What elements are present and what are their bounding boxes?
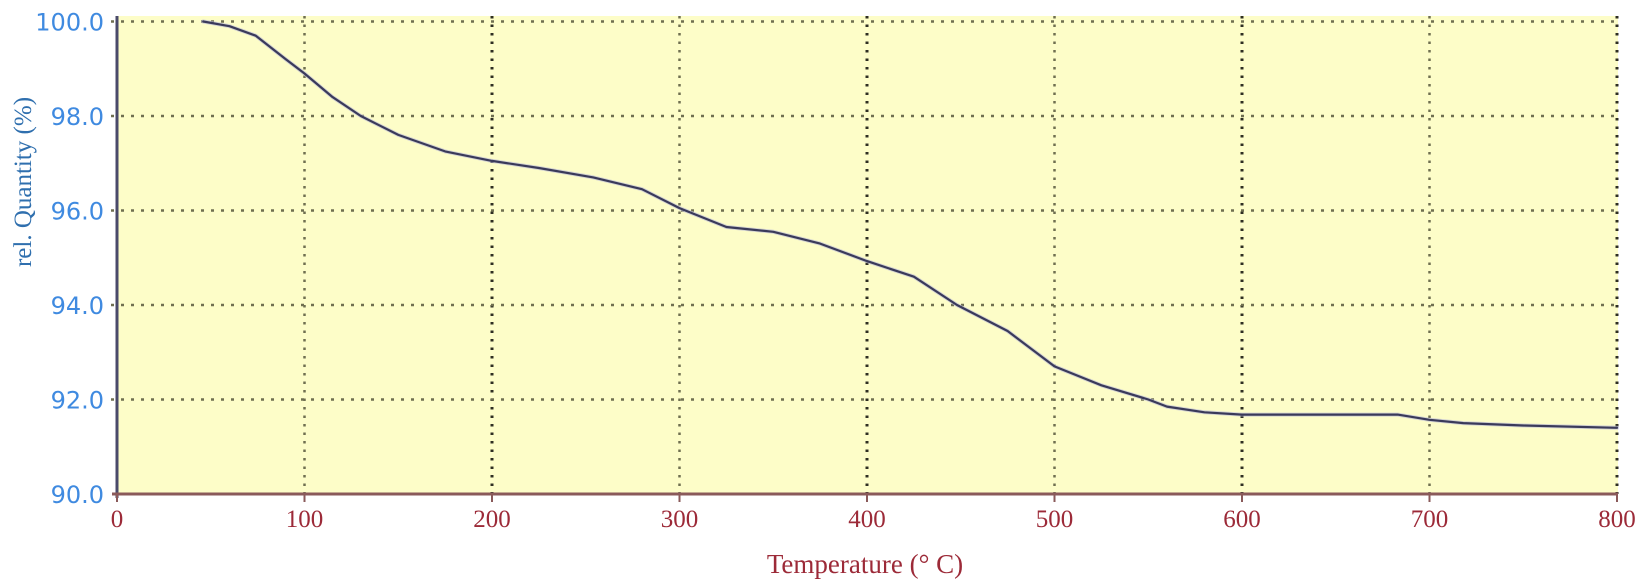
y-tick-label: 98.0 (51, 103, 104, 131)
x-tick-label: 500 (1036, 506, 1074, 533)
grid-lines (111, 16, 1619, 494)
x-tick-label: 700 (1411, 506, 1449, 533)
y-tick-label: 90.0 (51, 481, 104, 509)
x-tick-label: 200 (473, 506, 511, 533)
x-tick-label: 600 (1223, 506, 1261, 533)
x-tick-label: 0 (111, 506, 124, 533)
x-tick-labels: 0 100 200 300 400 500 600 700 800 (111, 494, 1636, 533)
x-tick-label: 100 (286, 506, 324, 533)
y-tick-label: 96.0 (51, 198, 104, 226)
y-tick-labels: 90.0 92.0 94.0 96.0 98.0 100.0 (35, 9, 104, 510)
y-axis-label: rel. Quantity (%) (10, 97, 37, 267)
y-tick-label: 92.0 (51, 387, 104, 415)
x-tick-label: 400 (848, 506, 886, 533)
data-series (201, 19, 1619, 430)
y-tick-label: 100.0 (35, 9, 104, 37)
tga-curve-line (202, 20, 1619, 429)
x-axis-label: Temperature (° C) (767, 549, 963, 579)
x-tick-label: 800 (1598, 506, 1636, 533)
y-tick-label: 94.0 (51, 292, 104, 320)
x-tick-label: 300 (661, 506, 699, 533)
